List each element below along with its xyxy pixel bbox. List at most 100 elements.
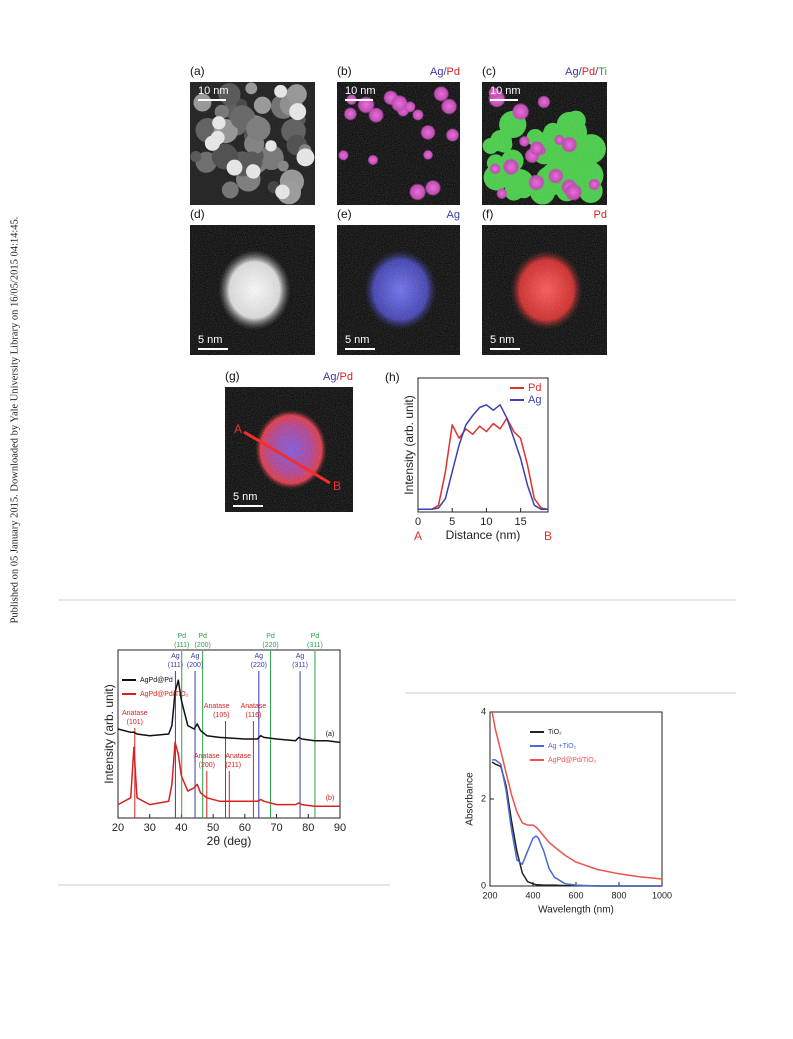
reference-phase: Anatase xyxy=(122,710,148,717)
micrograph-panel: (b) Ag/Pd 10 nm xyxy=(337,64,460,205)
scale-bar-label: 5 nm xyxy=(345,334,369,346)
image-noise xyxy=(482,82,607,205)
reference-phase: Anatase xyxy=(241,703,267,710)
image-noise xyxy=(337,225,460,355)
element-name: / xyxy=(595,66,599,78)
reference-hkl: (116) xyxy=(246,712,262,719)
image-noise xyxy=(337,82,460,205)
reference-phase: Anatase xyxy=(204,703,230,710)
x-tick-label: 5 xyxy=(449,516,455,528)
panel-label: (d) xyxy=(190,207,205,221)
data-line xyxy=(117,679,341,744)
scale-bar-label: 10 nm xyxy=(345,85,376,97)
scale-bar-label: 5 nm xyxy=(490,334,514,346)
x-axis-label: Wavelength (nm) xyxy=(538,905,614,916)
element-name: / xyxy=(579,66,583,78)
line-profile-path xyxy=(243,430,331,485)
y-tick-label: 0 xyxy=(481,880,486,890)
data-line xyxy=(491,761,662,887)
x-tick-label: 600 xyxy=(568,890,583,900)
x-axis-label: 2θ (deg) xyxy=(207,834,252,848)
reference-phase: Pd xyxy=(177,633,186,640)
element-map-label: Ag/Pd xyxy=(430,66,460,78)
reference-hkl: (105) xyxy=(213,712,229,719)
reference-phase: Ag xyxy=(255,653,264,660)
micrograph-panel: (e) Ag 5 nm xyxy=(337,207,460,355)
panel-label: (h) xyxy=(385,370,400,384)
panel-label: (b) xyxy=(337,64,352,78)
x-tick-label: 50 xyxy=(207,822,219,834)
plot-frame xyxy=(417,377,549,513)
reference-phase: Pd xyxy=(198,633,207,640)
micrograph-panel: (f) Pd 5 nm xyxy=(482,207,607,355)
x-tick-label: 0 xyxy=(415,516,421,528)
x-tick-label: 800 xyxy=(611,890,626,900)
y-tick-label: 2 xyxy=(481,793,486,803)
reference-phase: Anatase xyxy=(225,753,251,760)
element-map-label: Ag/Pd/Ti xyxy=(565,66,607,78)
micrograph-panel: (g) Ag/Pd 5 nm A B xyxy=(225,369,353,512)
element-name: Ti xyxy=(598,66,607,78)
sidebar-note: Published on 05 January 2015. Downloaded… xyxy=(9,217,20,624)
x-tick-label: 80 xyxy=(302,822,314,834)
panel-label: (e) xyxy=(337,207,352,221)
data-line xyxy=(491,711,663,880)
element-name: Ag xyxy=(430,66,443,78)
reference-phase: Ag xyxy=(296,653,305,660)
x-tick-label: 20 xyxy=(112,822,124,834)
axis-end-label: B xyxy=(544,529,552,543)
reference-hkl: (101) xyxy=(127,719,143,726)
element-name: Ag xyxy=(565,66,578,78)
x-tick-label: 1000 xyxy=(652,890,672,900)
plot-frame xyxy=(489,711,663,887)
scale-bar-label: 5 nm xyxy=(198,334,222,346)
reference-phase: Pd xyxy=(266,633,275,640)
data-line xyxy=(492,759,662,887)
axis-end-label: A xyxy=(414,529,422,543)
element-name: Pd xyxy=(447,66,460,78)
reference-hkl: (220) xyxy=(262,642,278,649)
panel-label: (c) xyxy=(482,64,496,78)
reference-hkl: (200) xyxy=(195,642,211,649)
element-name: Ag xyxy=(447,209,460,221)
legend-label: AgPd@Pd xyxy=(140,677,173,684)
x-tick-label: 60 xyxy=(239,822,251,834)
x-tick-label: 40 xyxy=(175,822,187,834)
reference-hkl: (200) xyxy=(187,662,203,669)
image-noise xyxy=(190,82,315,205)
reference-phase: Anatase xyxy=(194,753,220,760)
legend-label: Pd xyxy=(528,382,541,394)
x-tick-label: 10 xyxy=(480,516,492,528)
element-name: / xyxy=(443,66,447,78)
x-tick-label: 90 xyxy=(334,822,346,834)
x-tick-label: 15 xyxy=(515,516,527,528)
image-noise xyxy=(190,225,315,355)
series-tag: (a) xyxy=(326,731,335,738)
image-noise xyxy=(482,225,607,355)
reference-phase: Pd xyxy=(311,633,320,640)
reference-hkl: (200) xyxy=(199,762,215,769)
legend-label: AgPd@Pd/TiO₂ xyxy=(548,757,597,764)
y-axis-label: Absorbance xyxy=(465,772,476,826)
reference-hkl: (311) xyxy=(307,642,323,649)
micrograph-panel: (a) 10 nm xyxy=(190,64,315,205)
x-axis-label: Distance (nm) xyxy=(446,528,521,542)
reference-phase: Ag xyxy=(171,653,180,660)
legend-label: Ag xyxy=(528,394,541,406)
panel-label: (f) xyxy=(482,207,493,221)
micrograph-panel: (d) 5 nm xyxy=(190,207,315,355)
x-tick-label: 70 xyxy=(270,822,282,834)
series-tag: (b) xyxy=(326,795,335,802)
x-tick-label: 400 xyxy=(525,890,540,900)
reference-hkl: (311) xyxy=(292,662,308,669)
element-map-label: Ag xyxy=(447,209,460,221)
data-line xyxy=(117,741,340,807)
image-noise xyxy=(225,387,353,512)
x-tick-label: 30 xyxy=(144,822,156,834)
reference-hkl: (111) xyxy=(168,662,183,669)
data-line xyxy=(418,404,548,511)
